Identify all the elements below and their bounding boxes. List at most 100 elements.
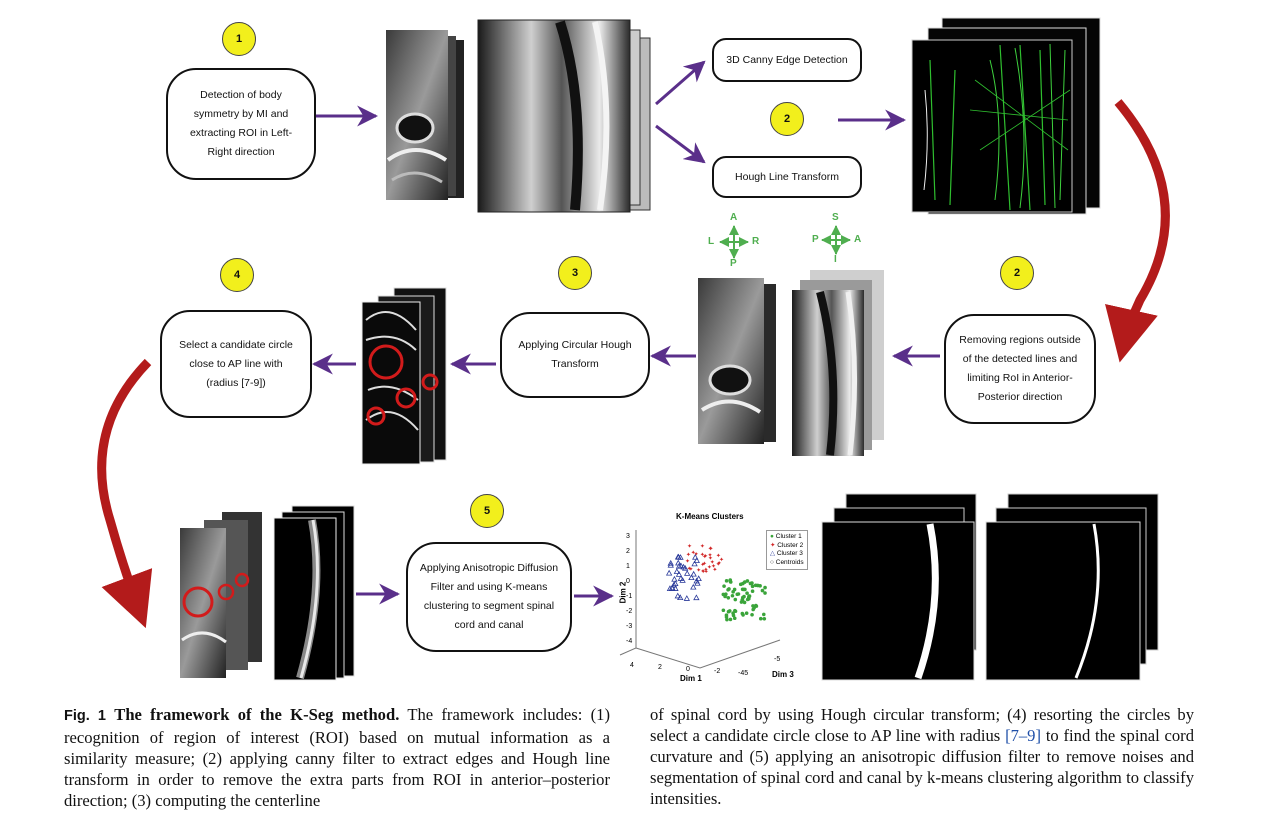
cluster-1-point — [741, 587, 746, 592]
step-badge-3: 3 — [558, 256, 592, 290]
orient-sagittal-right: A — [854, 234, 862, 245]
cluster-3-point — [692, 553, 699, 560]
ztick-1: -5 — [774, 656, 781, 663]
step-badge-1: 1 — [222, 22, 256, 56]
cluster-1-point — [742, 594, 746, 599]
cluster-3-point — [666, 585, 674, 592]
spinal-cord-mask-image — [985, 493, 1159, 681]
orient-sagittal-bottom: I — [834, 254, 837, 265]
cluster-3-point — [679, 577, 686, 583]
cluster-2-point: ✦ — [701, 569, 706, 576]
cluster-1-point — [731, 611, 735, 616]
caption-left: Fig. 1 The framework of the K-Seg method… — [64, 704, 610, 811]
sagittal-orientation-cross — [821, 225, 851, 255]
cluster-1-point — [745, 591, 749, 596]
cluster-1-point — [724, 579, 729, 583]
cluster-1-point — [760, 588, 765, 593]
cluster-3-point — [677, 554, 684, 560]
cluster-3-point — [667, 561, 674, 568]
cluster-2-point: ✦ — [688, 566, 693, 573]
orient-axial-left: L — [708, 236, 715, 247]
ytick-5: -2 — [626, 608, 633, 615]
cluster-3-point — [677, 594, 684, 601]
cluster-1-point — [742, 580, 747, 584]
cluster-1-point — [748, 581, 753, 586]
caption-citation[interactable]: [7–9] — [1005, 726, 1042, 745]
cluster-2-point: ✦ — [702, 553, 707, 560]
caption-right: of spinal cord by using Hough circular t… — [650, 704, 1194, 809]
ztick-0: -45 — [738, 670, 749, 677]
cluster-2-point: ✦ — [711, 563, 716, 570]
cluster-3-point — [688, 574, 695, 581]
cluster-3-point — [693, 594, 700, 601]
cluster-1-point — [722, 584, 726, 588]
cluster-1-point — [733, 597, 738, 602]
legend-cluster-2: ✦ Cluster 2 — [770, 541, 804, 549]
cluster-1-point — [725, 617, 729, 622]
cluster-2-point: ✦ — [700, 543, 705, 550]
arrow-to-canny — [655, 60, 706, 106]
kmeans-title: K-Means Clusters — [676, 512, 744, 521]
cluster-1-point — [752, 606, 756, 610]
cluster-1-point — [733, 608, 737, 613]
cluster-1-point — [730, 593, 735, 598]
cluster-1-point — [726, 595, 731, 600]
xtick-1: 2 — [658, 664, 662, 671]
circle-detection-image — [361, 287, 447, 465]
cluster-2-point: ✦ — [704, 569, 709, 576]
cluster-2-point: ✦ — [712, 567, 717, 574]
cluster-3-point — [667, 559, 674, 566]
cluster-3-point — [670, 581, 678, 588]
arrow-to-hough — [655, 124, 706, 164]
red-curve-arrow-left — [97, 358, 153, 629]
axial-limited-image — [698, 278, 776, 444]
cluster-3-point — [681, 564, 689, 571]
segmented-cord-image — [273, 505, 355, 681]
cluster-2-point: ✦ — [708, 546, 713, 553]
ytick-7: -4 — [626, 638, 633, 645]
sagittal-mri-image — [477, 19, 651, 213]
cluster-1-point — [738, 582, 743, 587]
ytick-1: 2 — [626, 548, 630, 555]
sagittal-limited-image — [792, 270, 884, 456]
cluster-3-point — [669, 584, 676, 591]
kmeans-scatter-plot: ✦✦✦✦✦✦✦✦✦✦✦✦✦✦✦✦✦✦✦✦✦✦✦✦✦✦✦✦✦✦ — [619, 530, 781, 669]
xtick-3: -2 — [714, 668, 721, 675]
cluster-3-point — [694, 579, 701, 586]
cluster-1-point — [724, 592, 728, 597]
kmeans-xlabel: Dim 1 — [680, 674, 702, 683]
caption-right-post: to find the spinal cord curvature and (5… — [650, 726, 1194, 808]
ytick-6: -3 — [626, 623, 633, 630]
cluster-3-point — [671, 575, 678, 582]
cluster-3-point — [690, 583, 697, 590]
cluster-1-point — [758, 616, 763, 621]
cluster-2-point: ✦ — [710, 559, 715, 566]
cluster-1-point — [763, 591, 767, 595]
cluster-1-point — [750, 584, 755, 589]
caption-fig-label: Fig. 1 — [64, 708, 106, 724]
cluster-1-point — [726, 609, 731, 614]
orient-sagittal-left: P — [812, 234, 819, 245]
ytick-3: 0 — [626, 578, 630, 585]
cluster-2-point: ✦ — [703, 553, 708, 560]
step-badge-4: 4 — [220, 258, 254, 292]
cluster-3-point — [673, 568, 681, 574]
cluster-2-point: ✦ — [707, 564, 712, 571]
edge-detection-image — [911, 17, 1101, 215]
step4-box: Select a candidate circle close to AP li… — [160, 310, 312, 418]
axial-candidate-image — [180, 512, 262, 678]
cluster-2-point: ✦ — [696, 567, 701, 574]
cluster-2-point: ✦ — [691, 550, 696, 557]
cluster-2-point: ✦ — [700, 562, 705, 569]
step1-box: Detection of body symmetry by MI and ext… — [166, 68, 316, 180]
cluster-2-point: ✦ — [707, 552, 712, 559]
orient-axial-right: R — [752, 236, 760, 247]
axial-orientation-cross — [719, 225, 749, 259]
cluster-1-point — [755, 583, 760, 588]
diagram-graphics: ✦✦✦✦✦✦✦✦✦✦✦✦✦✦✦✦✦✦✦✦✦✦✦✦✦✦✦✦✦✦ — [97, 17, 1170, 681]
xtick-0: 4 — [630, 662, 634, 669]
spinal-canal-mask-image — [821, 493, 977, 681]
cluster-3-point — [675, 559, 682, 566]
cluster-2-point: ✦ — [702, 561, 707, 568]
caption-left-text: The framework includes: (1) recognition … — [64, 705, 610, 810]
